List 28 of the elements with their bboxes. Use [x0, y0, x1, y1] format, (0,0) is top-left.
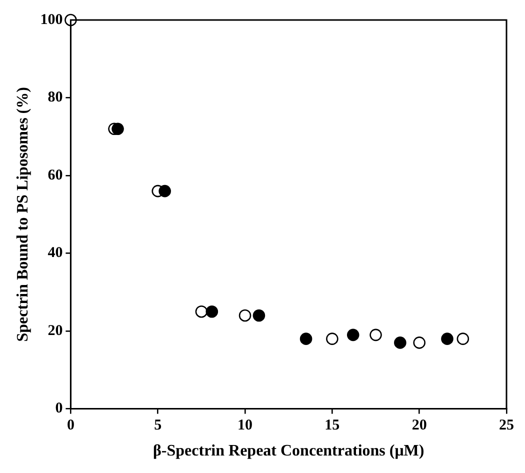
y-tick-label: 20	[48, 322, 63, 339]
x-tick-label: 15	[324, 418, 340, 434]
x-tick-label: 20	[412, 418, 427, 434]
y-axis-title: Spectrin Bound to PS Liposomes (%)	[14, 87, 32, 342]
x-tick-label: 5	[154, 418, 162, 434]
x-tick-label: 0	[66, 418, 74, 434]
point	[238, 309, 252, 322]
point	[346, 328, 360, 342]
y-tick-label: 40	[48, 245, 63, 262]
point	[112, 122, 124, 136]
point	[413, 336, 426, 349]
y-tick-label: 60	[48, 167, 63, 184]
point	[441, 332, 454, 345]
point	[370, 328, 382, 342]
y-tick-label: 0	[55, 400, 63, 417]
x-axis-title: β-Spectrin Repeat Concentrations (μM)	[152, 442, 424, 460]
point	[456, 332, 470, 345]
x-tick-label: 10	[238, 418, 253, 434]
y-tick-label: 100	[40, 12, 63, 28]
point	[158, 184, 171, 198]
x-tick-label: 25	[499, 418, 514, 434]
point	[195, 305, 208, 318]
y-tick-label: 80	[48, 90, 63, 106]
point	[252, 309, 266, 322]
point	[394, 336, 406, 349]
point	[326, 332, 338, 345]
point	[206, 305, 218, 318]
point	[300, 332, 312, 345]
